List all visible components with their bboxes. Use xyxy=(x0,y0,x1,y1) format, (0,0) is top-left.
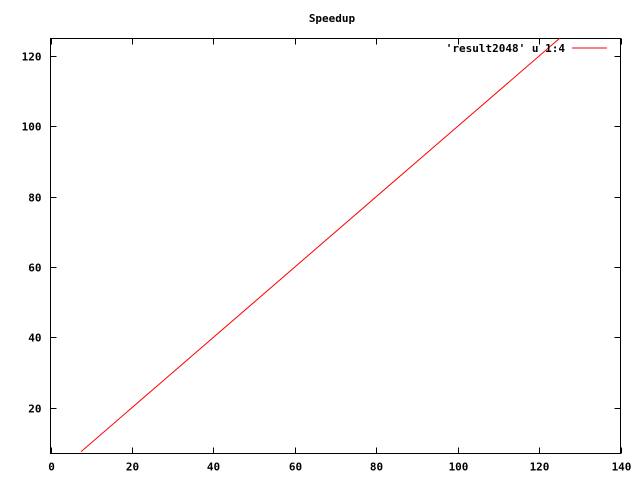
legend-label: 'result2048' u 1:4 xyxy=(446,42,566,55)
x-tick-label: 60 xyxy=(289,461,302,474)
series-layer xyxy=(80,38,560,453)
x-tick-label: 100 xyxy=(449,461,469,474)
y-tick-label: 60 xyxy=(28,262,41,275)
y-tick-label: 40 xyxy=(28,332,41,345)
x-tick-label: 120 xyxy=(530,461,550,474)
ticks-layer: 0 20 40 60 80 100 120 140 20 40 60 80 100 120 xyxy=(22,38,632,474)
plot-frame xyxy=(50,38,621,454)
x-tick-label: 40 xyxy=(207,461,220,474)
x-tick-label: 0 xyxy=(48,461,55,474)
series-line xyxy=(80,38,560,453)
x-tick-label: 20 xyxy=(126,461,139,474)
y-tick-label: 80 xyxy=(28,192,41,205)
legend: 'result2048' u 1:4 xyxy=(446,42,607,55)
y-tick-label: 120 xyxy=(22,51,42,64)
y-tick-label: 100 xyxy=(22,121,42,134)
x-tick-label: 80 xyxy=(370,461,383,474)
x-tick-label: 140 xyxy=(612,461,632,474)
y-tick-label: 20 xyxy=(28,403,41,416)
chart-title: Speedup xyxy=(309,12,356,25)
